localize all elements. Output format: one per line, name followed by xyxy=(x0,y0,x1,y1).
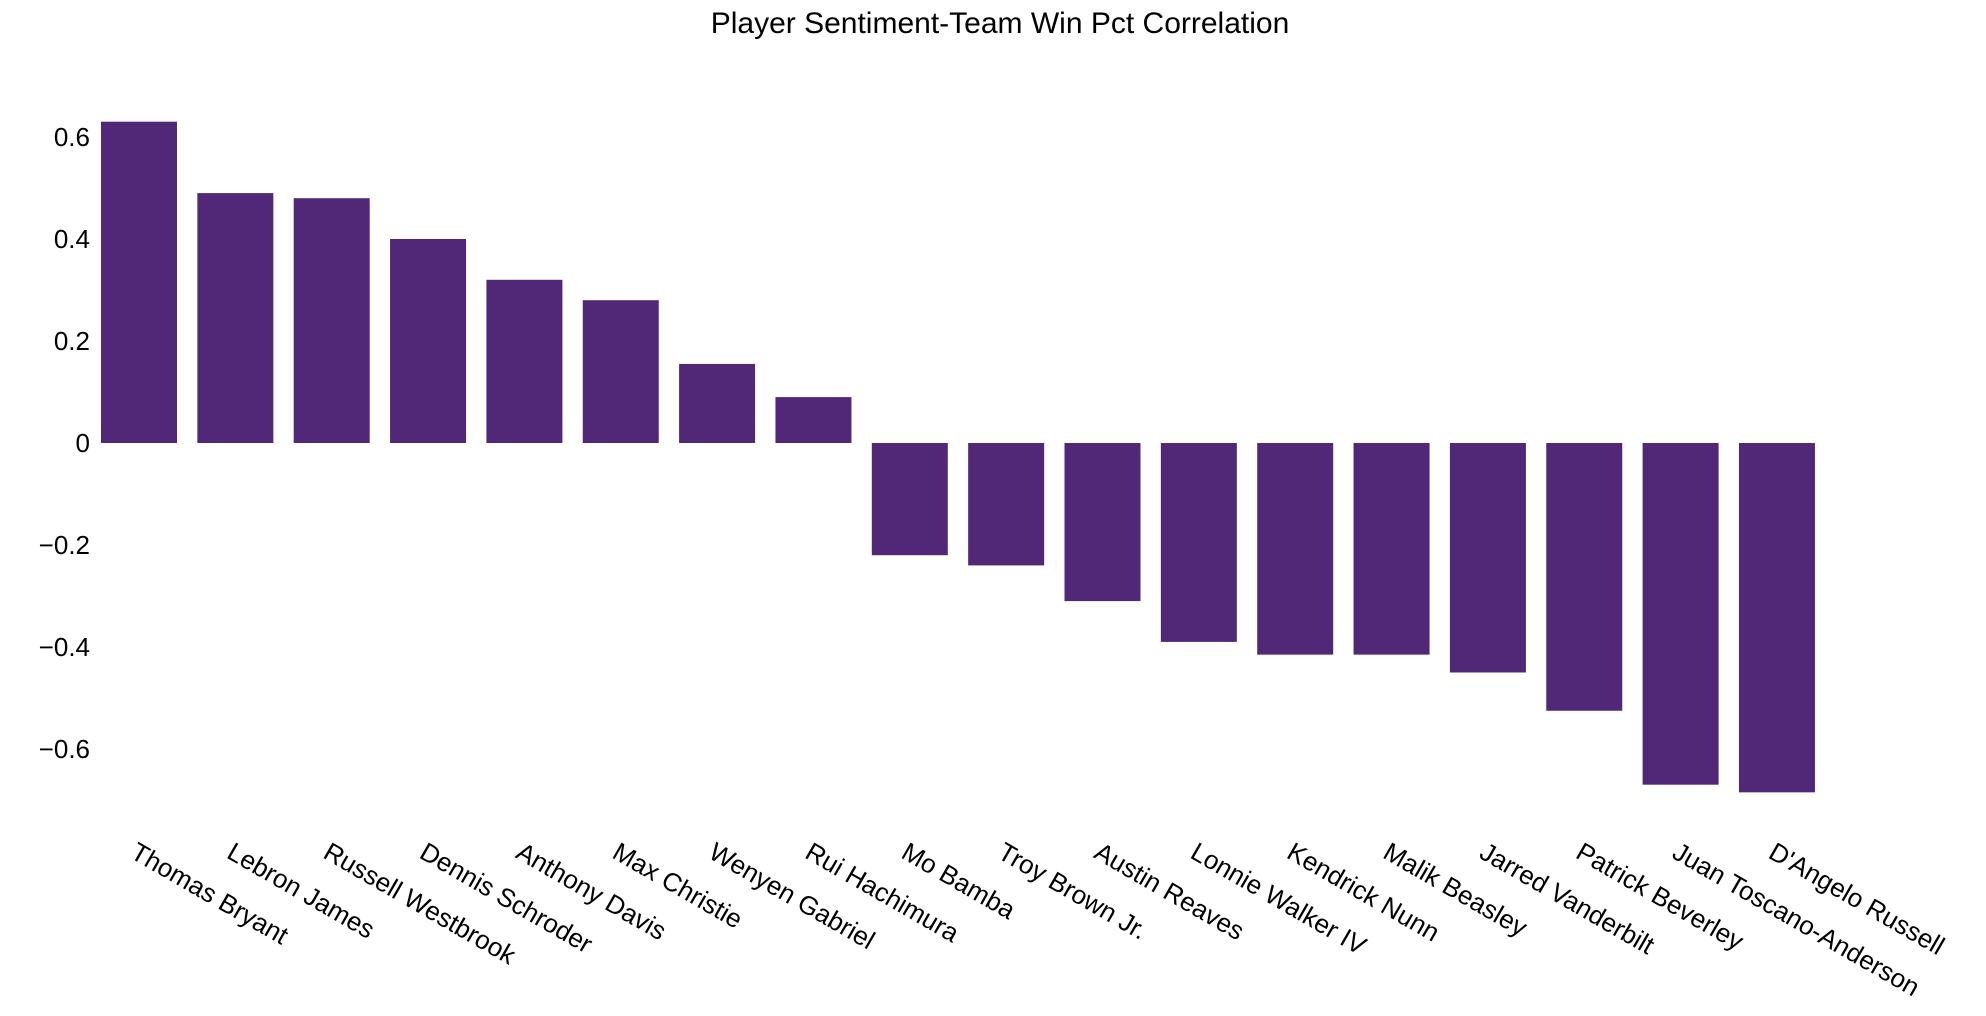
y-tick-label: 0.4 xyxy=(54,224,90,254)
bar xyxy=(486,279,563,443)
bars xyxy=(101,121,1815,793)
bar xyxy=(197,193,274,443)
bar xyxy=(1064,443,1141,602)
bar xyxy=(1642,443,1719,785)
x-tick-label: Wenyen Gabriel xyxy=(704,836,880,955)
bar xyxy=(101,121,177,443)
y-tick-label: −0.4 xyxy=(39,632,90,662)
bar xyxy=(1449,443,1526,673)
bar xyxy=(871,443,948,556)
bar xyxy=(775,397,852,443)
y-tick-label: 0.6 xyxy=(54,122,90,152)
bar xyxy=(390,239,467,443)
bar xyxy=(1738,443,1815,793)
bar xyxy=(968,443,1045,566)
bar xyxy=(582,300,659,443)
x-tick-label: Thomas Bryant xyxy=(126,836,294,951)
bar xyxy=(679,363,756,443)
bar xyxy=(293,198,370,443)
y-tick-label: −0.2 xyxy=(39,530,90,560)
bar xyxy=(1546,443,1623,711)
y-tick-label: 0.2 xyxy=(54,326,90,356)
y-axis-ticks: 0.6 0.4 0.2 0 −0.2 −0.4 −0.6 xyxy=(39,122,90,764)
bar xyxy=(1257,443,1334,655)
bar xyxy=(1160,443,1237,642)
x-tick-label: Patrick Beverley xyxy=(1571,836,1749,956)
y-tick-label: 0 xyxy=(76,428,90,458)
y-tick-label: −0.6 xyxy=(39,734,90,764)
bar xyxy=(1353,443,1430,655)
chart-title: Player Sentiment-Team Win Pct Correlatio… xyxy=(711,7,1290,40)
